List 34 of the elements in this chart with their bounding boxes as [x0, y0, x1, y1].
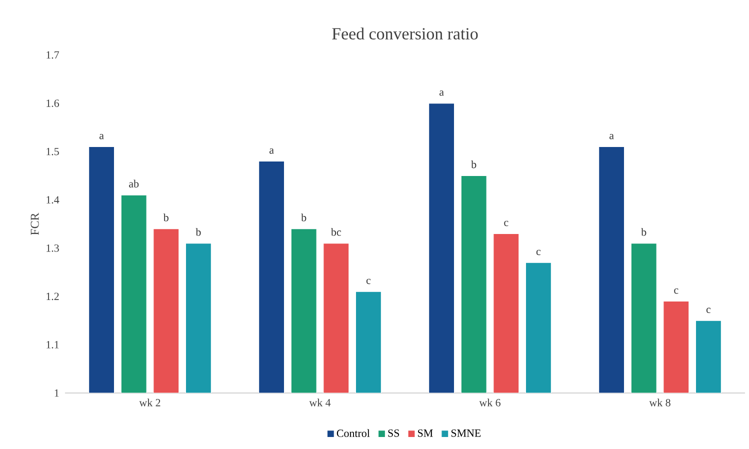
annotation: b: [196, 228, 201, 236]
y-tick-label: 1.3: [46, 244, 59, 252]
annotation: a: [440, 90, 444, 96]
annotation: ab: [129, 180, 139, 188]
legend-label: SM: [418, 429, 433, 437]
x-tick-label: wk 6: [479, 398, 500, 406]
y-tick-label: 1.5: [46, 148, 59, 156]
x-tick-label: wk 2: [139, 398, 160, 406]
annotation: c: [536, 250, 541, 256]
y-axis-title: FCR: [30, 212, 39, 235]
legend-label: SMNE: [451, 429, 481, 437]
annotation: c: [674, 288, 678, 294]
annotation: b: [641, 228, 646, 236]
annotation: b: [163, 214, 168, 222]
annotation: b: [301, 214, 306, 222]
y-tick-label: 1.1: [46, 341, 59, 348]
y-tick-label: 1: [54, 389, 59, 397]
annotation: a: [610, 134, 614, 140]
annotation: a: [100, 134, 104, 140]
x-tick-label: wk 8: [649, 398, 670, 406]
legend-label: Control: [336, 429, 370, 438]
annotation: bc: [330, 228, 341, 236]
y-tick-label: 1.7: [46, 51, 60, 59]
chart-title: Feed conversion ratio: [332, 28, 478, 40]
annotation: a: [270, 148, 274, 154]
annotation: c: [504, 220, 508, 226]
x-tick-label: wk 4: [309, 398, 331, 406]
y-tick-label: 1.2: [46, 292, 59, 300]
legend-label: SS: [388, 429, 400, 437]
annotation: c: [366, 278, 371, 284]
annotation: c: [706, 308, 711, 314]
y-tick-label: 1.6: [46, 100, 60, 107]
y-tick-label: 1.4: [46, 196, 60, 204]
annotation: b: [471, 160, 476, 168]
